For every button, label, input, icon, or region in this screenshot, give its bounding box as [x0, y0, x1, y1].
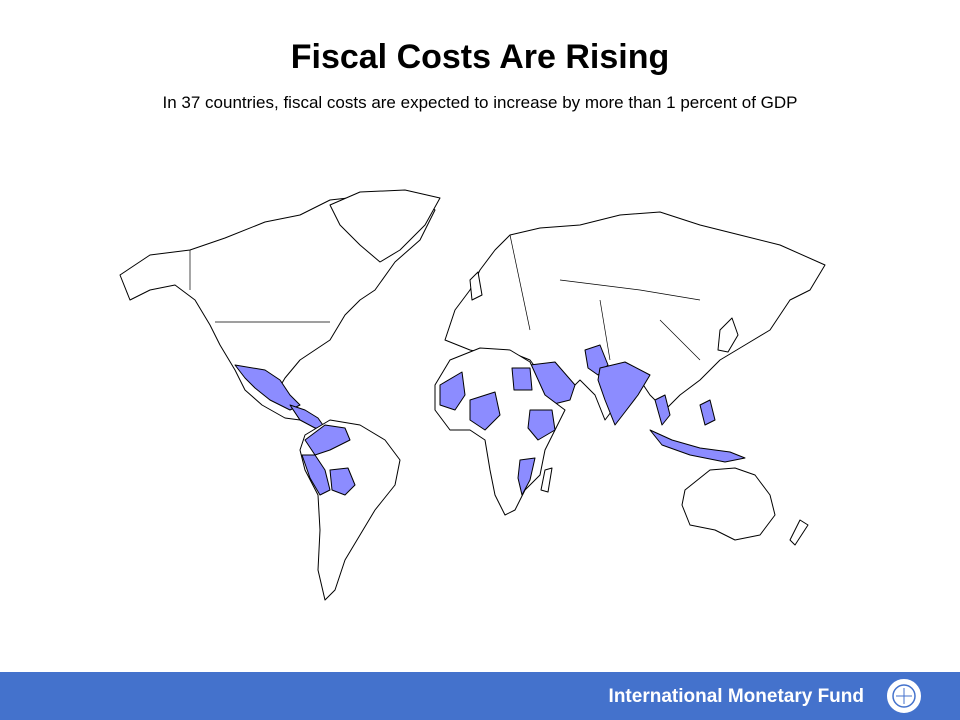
egypt	[511, 367, 533, 391]
uk	[469, 271, 483, 301]
world-map	[119, 189, 826, 601]
nigeria-region	[469, 391, 501, 431]
logo	[885, 677, 923, 715]
madagascar	[540, 467, 553, 493]
philippines	[699, 399, 716, 426]
peru	[301, 454, 331, 496]
indonesia	[649, 429, 746, 463]
mozambique	[517, 457, 536, 496]
slide-subtitle: In 37 countries, fiscal costs are expect…	[162, 93, 798, 112]
south-america	[299, 419, 401, 601]
footer-bar: International Monetary Fund	[0, 672, 960, 720]
west-africa	[439, 371, 466, 411]
north-america	[119, 194, 436, 421]
us-canada-border	[189, 250, 330, 323]
greenland	[329, 189, 441, 263]
country-borders	[509, 234, 701, 361]
footer-text: International Monetary Fund	[608, 686, 864, 707]
bolivia	[329, 467, 356, 496]
slide-title: Fiscal Costs Are Rising	[290, 38, 670, 76]
africa	[434, 347, 566, 516]
japan	[717, 317, 739, 353]
india	[597, 361, 651, 426]
australia	[681, 467, 776, 541]
ethiopia	[527, 409, 556, 441]
thailand	[654, 394, 671, 426]
new-zealand	[789, 519, 809, 546]
